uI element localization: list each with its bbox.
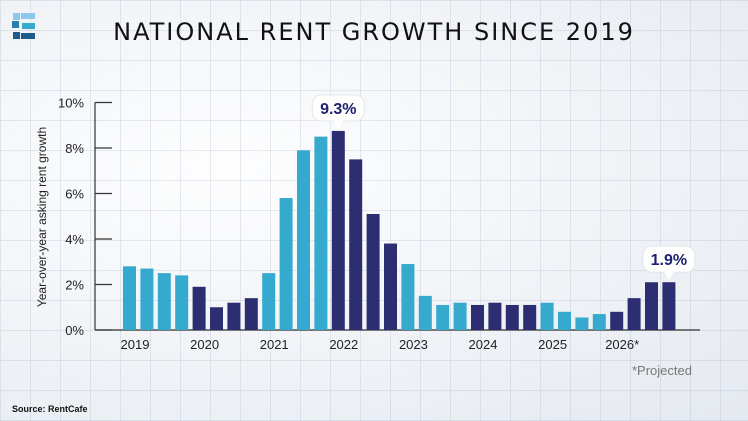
bar bbox=[331, 130, 345, 330]
bar bbox=[279, 198, 293, 330]
bar bbox=[645, 282, 658, 330]
x-tick-label: 2026* bbox=[605, 337, 639, 352]
x-tick-label: 2025 bbox=[538, 337, 567, 352]
bar bbox=[592, 314, 606, 330]
bar bbox=[297, 150, 310, 330]
y-tick-label: 10% bbox=[58, 96, 84, 111]
bar bbox=[436, 304, 450, 330]
x-tick-label: 2022 bbox=[329, 337, 358, 352]
bar bbox=[349, 159, 363, 330]
logo-block bbox=[22, 23, 35, 29]
logo-block bbox=[21, 33, 35, 39]
projected-footnote: *Projected bbox=[632, 363, 692, 378]
bar bbox=[453, 302, 467, 330]
y-tick-label: 6% bbox=[65, 187, 84, 202]
logo-block bbox=[12, 21, 19, 28]
bar bbox=[140, 268, 154, 330]
callout-pointer bbox=[663, 271, 674, 281]
bar bbox=[471, 304, 484, 330]
bar bbox=[366, 213, 380, 330]
bar bbox=[210, 307, 223, 330]
bar bbox=[157, 273, 171, 330]
y-tick-label: 4% bbox=[65, 232, 84, 247]
bar bbox=[523, 304, 537, 330]
bar bbox=[192, 286, 206, 330]
source-credit: Source: RentCafe bbox=[12, 404, 88, 414]
bar bbox=[540, 302, 554, 330]
x-tick-label: 2019 bbox=[121, 337, 150, 352]
bar bbox=[575, 317, 589, 330]
bar bbox=[558, 311, 571, 330]
data-label: 9.3% bbox=[320, 101, 356, 118]
bar bbox=[227, 302, 241, 330]
bar bbox=[505, 304, 519, 330]
logo-block bbox=[13, 13, 20, 20]
bar bbox=[401, 264, 415, 330]
y-tick-label: 8% bbox=[65, 141, 84, 156]
callout-pointer bbox=[333, 119, 344, 129]
x-tick-label: 2023 bbox=[399, 337, 428, 352]
y-tick-label: 2% bbox=[65, 278, 84, 293]
x-tick-label: 2020 bbox=[190, 337, 219, 352]
logo-block bbox=[13, 32, 20, 39]
y-tick-label: 0% bbox=[65, 323, 84, 338]
chart-title: NATIONAL RENT GROWTH SINCE 2019 bbox=[113, 18, 635, 46]
bar bbox=[314, 136, 328, 330]
bar bbox=[123, 266, 136, 330]
bar bbox=[384, 243, 397, 330]
bar bbox=[662, 282, 676, 330]
bar bbox=[244, 298, 258, 330]
data-label: 1.9% bbox=[651, 252, 687, 269]
bar bbox=[262, 273, 276, 330]
bar bbox=[488, 302, 502, 330]
bar bbox=[610, 311, 624, 330]
x-tick-label: 2024 bbox=[469, 337, 498, 352]
x-tick-label: 2021 bbox=[260, 337, 289, 352]
logo-block bbox=[21, 13, 35, 19]
bar bbox=[175, 275, 189, 330]
bar bbox=[418, 295, 432, 330]
bar bbox=[627, 298, 641, 330]
